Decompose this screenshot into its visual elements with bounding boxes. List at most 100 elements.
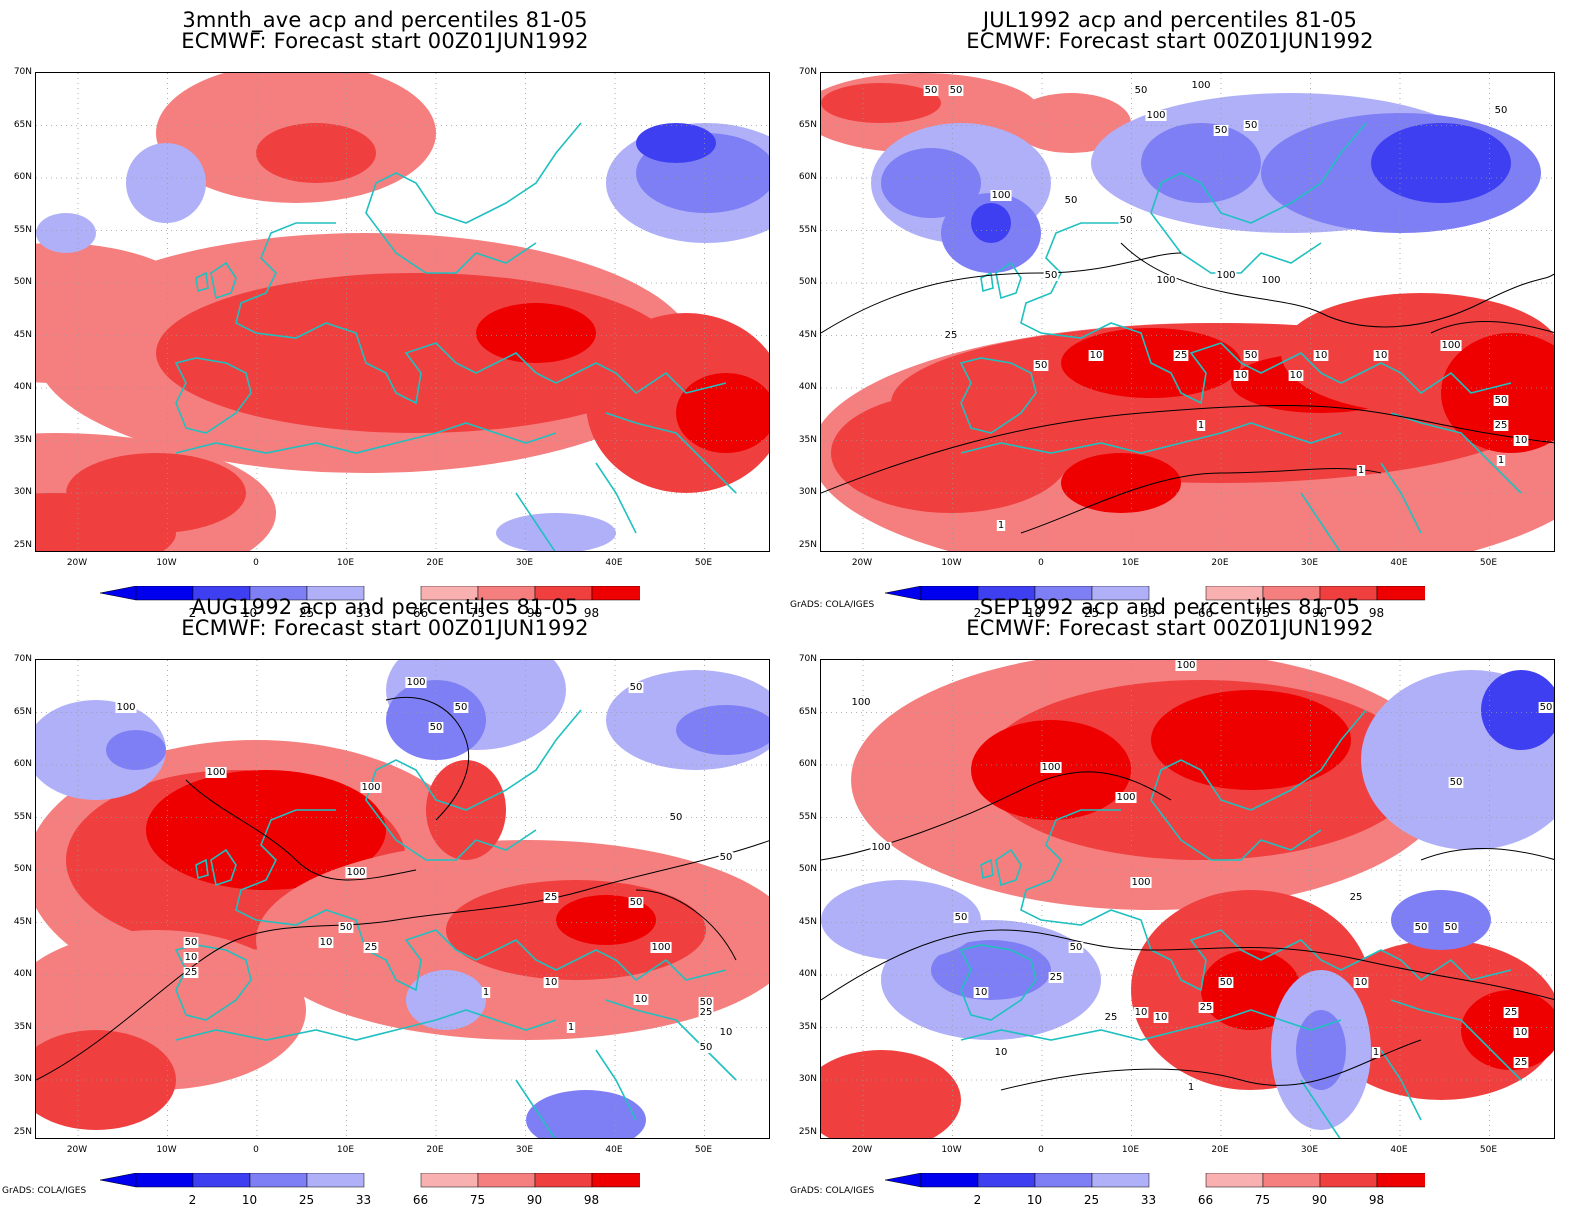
lat-tick-label: 45N [798,329,817,340]
contour-label: 10 [1355,977,1368,988]
contour-label: 50 [955,912,968,923]
lon-tick-label: 20W [851,1145,873,1155]
colorbar-segment [1262,1173,1321,1188]
shaded-region [676,705,769,755]
lon-tick-label: 20E [426,558,444,568]
contour-label: 25 [1105,1012,1118,1023]
contour-label: 50 [925,85,938,96]
lon-tick-label: 50E [1479,1145,1498,1155]
colorbar-segment [1376,1173,1425,1188]
lat-tick-label: 40N [798,969,817,979]
lat-tick-label: 55N [798,811,817,822]
panel-title-line1: JUL1992 acp and percentiles 81-05 [982,8,1358,32]
colorbar-label: 90 [526,606,543,620]
colorbar-label: 2 [188,606,197,620]
lat-tick-label: 45N [13,329,32,340]
panel-title-line2: ECMWF: Forecast start 00Z01JUN1992 [966,29,1374,53]
contour-label: 50 [630,897,643,908]
colorbar-label: 25 [298,606,315,620]
contour-label: 10 [1235,370,1248,381]
contour-label: 100 [851,697,870,708]
shaded-region [256,123,376,183]
shaded-region [36,1030,176,1130]
colorbar-label: 25 [1083,606,1100,620]
lon-tick-label: 40E [1390,1145,1408,1155]
shaded-region [106,730,166,770]
lon-tick-label: 40E [605,558,623,568]
contour-label: 25 [365,942,378,953]
colorbar-label: 10 [1026,1193,1043,1207]
contour-label: 50 [430,722,443,733]
contour-label: 50 [1450,777,1463,788]
contour-label: 50 [340,922,353,933]
contour-label: 50 [1445,922,1458,933]
lat-tick-label: 40N [13,382,32,392]
lat-tick-label: 50N [13,864,32,874]
lat-tick-label: 30N [798,1074,817,1084]
lat-tick-label: 30N [798,487,817,497]
contour-label: 100 [206,767,225,778]
colorbar-segment [534,1173,593,1188]
contour-label: 50 [185,937,198,948]
shading-layer [821,73,1554,551]
shaded-region [406,970,486,1030]
contour-label: 25 [185,967,198,978]
contour-label: 50 [1495,105,1508,116]
lat-tick-label: 60N [13,759,32,769]
colorbar-label: 75 [469,606,486,620]
grid-lines [821,660,1554,1138]
contour-label: 50 [1065,195,1078,206]
colorbar-label: 90 [1311,1193,1328,1207]
colorbar-segment [1091,586,1150,601]
lat-tick-label: 55N [13,811,32,822]
shaded-region [831,393,1071,513]
lat-tick-label: 45N [13,916,32,927]
contour-label: 10 [320,937,333,948]
contour-label: 10 [975,987,988,998]
map-area: 100 100 50 50 50 100 100 50 50 25 100 50 10 25 50 10 25 1… [35,659,770,1139]
colorbar [885,1173,1425,1195]
shaded-region [1481,670,1554,750]
grid-lines [821,73,1554,551]
lat-tick-label: 65N [798,706,817,717]
panel-title-line1: SEP1992 acp and percentiles 81-05 [979,595,1361,619]
colorbar-segment [591,586,640,601]
lon-tick-label: 30E [515,558,534,568]
colorbar [100,586,640,608]
shaded-region [636,123,716,163]
contour-label: 10 [635,994,648,1005]
shaded-region [36,700,166,800]
lat-tick-label: 70N [13,67,32,77]
panel-3mnth-ave: 3mnth_ave acp and percentiles 81-05 ECMW… [0,10,770,620]
colorbar-segment [420,1173,479,1188]
colorbar-segment [920,1173,979,1188]
contour-label: 100 [346,867,365,878]
contour-label: 50 [1120,215,1133,226]
contour-label: 100 [361,782,380,793]
lat-tick-label: 60N [13,172,32,182]
contour-label: 10 [1290,370,1303,381]
lat-tick-label: 60N [798,759,817,769]
lat-tick-label: 35N [13,1021,32,1032]
lon-tick-label: 40E [605,1145,623,1155]
lon-tick-label: 20W [66,558,88,568]
shaded-region [126,143,206,223]
contour-label: 10 [1375,350,1388,361]
lat-tick-label: 65N [13,119,32,130]
contour-label: 100 [871,842,890,853]
grads-credit: GrADS: COLA/IGES [790,1186,875,1196]
shaded-region [971,203,1011,243]
lon-tick-label: 30E [1300,558,1319,568]
map-area: 50 50 100 50 100 50 50 50 100 50 100 100 100 50 50 25 50… [820,72,1555,552]
coastline [959,122,1522,551]
contour-label: 25 [1495,420,1508,431]
lat-tick-label: 50N [798,277,817,287]
lat-tick-label: 25N [798,1126,817,1137]
contour-label: 50 [455,702,468,713]
lon-tick-label: 20W [851,558,873,568]
colorbar-label: 33 [355,606,372,620]
contour-label: 100 [406,677,425,688]
lon-tick-label: 50E [694,1145,713,1155]
contour-label: 100 [651,942,670,953]
colorbar-segment [1319,1173,1378,1188]
